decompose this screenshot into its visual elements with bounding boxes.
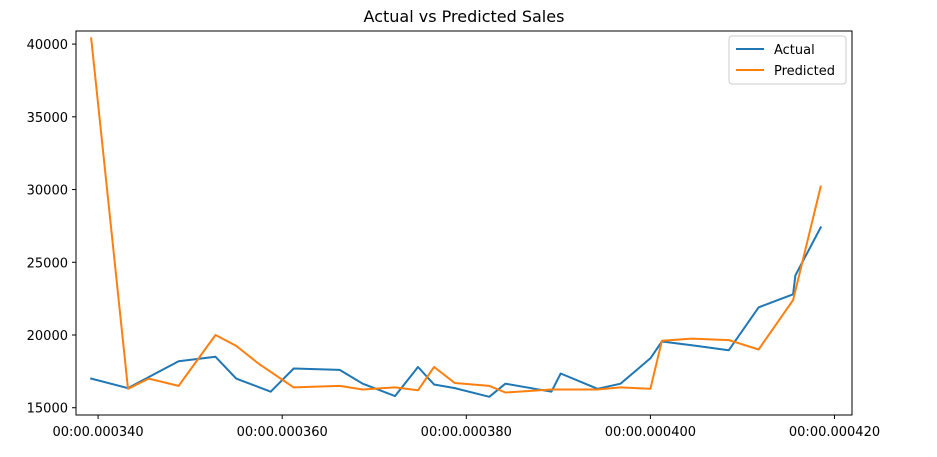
x-tick-label: 00:00.000420: [789, 425, 880, 440]
x-tick-label: 00:00.000400: [605, 425, 696, 440]
series-line-predicted: [90, 37, 822, 394]
y-tick-label: 30000: [27, 184, 68, 199]
legend: Actual Predicted: [728, 35, 847, 85]
x-axis: 00:00.000340 00:00.000360 00:00.000380 00:0…: [52, 415, 880, 440]
y-tick-label: 25000: [27, 256, 68, 271]
x-tick-label: 00:00.000380: [421, 425, 512, 440]
chart-title: Actual vs Predicted Sales: [364, 7, 565, 26]
x-tick-label: 00:00.000360: [237, 425, 328, 440]
series-line-actual: [89, 226, 823, 398]
y-tick-label: 40000: [27, 38, 68, 53]
series-layer: [89, 37, 823, 398]
x-tick-label: 00:00.000340: [52, 425, 143, 440]
y-tick-label: 35000: [27, 111, 68, 126]
y-tick-label: 20000: [27, 329, 68, 344]
legend-label-predicted: Predicted: [774, 64, 835, 79]
y-tick-label: 15000: [27, 402, 68, 417]
plot-area: [75, 30, 853, 416]
y-axis: 15000 20000 25000 30000 35000 40000: [27, 38, 76, 417]
legend-label-actual: Actual: [774, 43, 815, 58]
